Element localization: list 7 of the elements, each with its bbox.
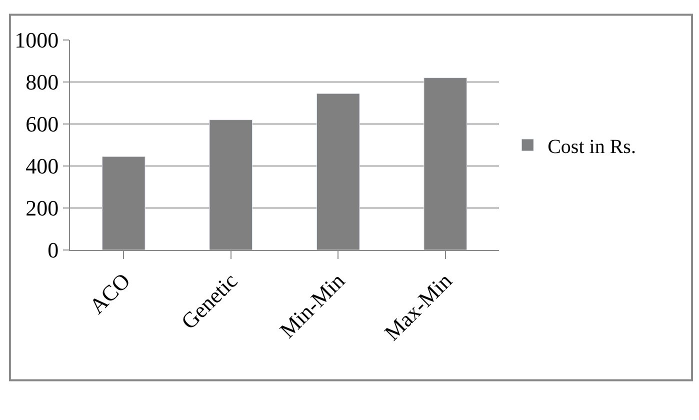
legend-label: Cost in Rs. — [548, 136, 636, 158]
y-tick-label: 0 — [48, 238, 59, 263]
y-tick-label: 1000 — [14, 28, 59, 53]
y-tick-label: 200 — [26, 196, 59, 221]
y-tick-label: 600 — [26, 112, 59, 137]
y-tick-label: 800 — [26, 70, 59, 95]
y-tick-label: 400 — [26, 154, 59, 179]
